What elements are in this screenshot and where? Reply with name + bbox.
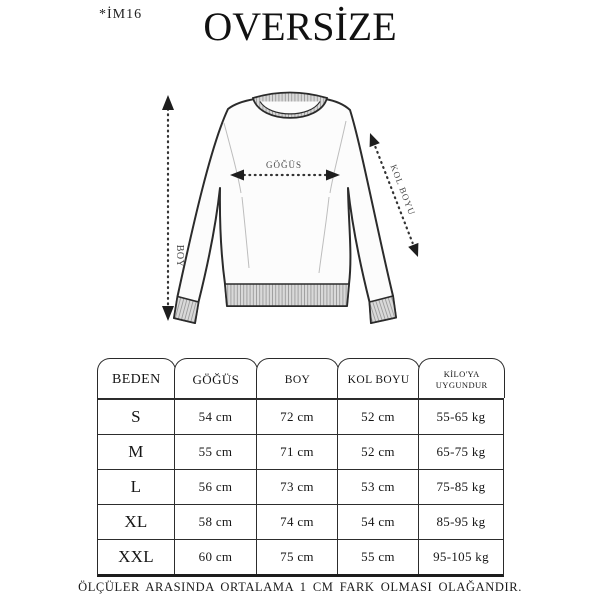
value-cell: 52 cm [337,399,418,434]
sleeve-label: KOL BOYU [388,163,417,217]
collar-inner-line [259,101,321,115]
column-header: KİLO'YA UYGUNDUR [418,358,505,398]
column-header: BEDEN [97,358,176,398]
size-cell: S [98,399,174,434]
column-header: BOY [256,358,339,398]
value-cell: 54 cm [337,504,418,539]
value-cell: 71 cm [256,434,337,469]
column-header: KOL BOYU [337,358,420,398]
value-cell: 53 cm [337,469,418,504]
crease-lines [223,120,347,274]
length-label: BOY [174,245,185,268]
value-cell: 75 cm [256,539,337,574]
chest-label: GÖĞÜS [266,160,302,170]
size-table-header: BEDEN GÖĞÜS BOY KOL BOYU KİLO'YA UYGUNDUR [97,358,505,398]
size-cell: XXL [98,539,174,574]
cuff-right [368,295,397,324]
value-cell: 73 cm [256,469,337,504]
value-cell: 55 cm [174,434,256,469]
value-cell: 58 cm [174,504,256,539]
value-cell: 60 cm [174,539,256,574]
value-cell: 85-95 kg [418,504,503,539]
value-cell: 55 cm [337,539,418,574]
value-cell: 55-65 kg [418,399,503,434]
value-cell: 74 cm [256,504,337,539]
note: ÖLÇÜLER ARASINDA ORTALAMA 1 CM FARK OLMA… [78,580,522,594]
value-cell: 52 cm [337,434,418,469]
length-dimension-line: BOY [162,95,185,321]
size-cell: XL [98,504,174,539]
value-cell: 75-85 kg [418,469,503,504]
sweater-diagram: BOY GÖĞÜS KOL BOYU [162,91,419,324]
page-title: OVERSİZE [203,4,397,49]
product-code: *İM16 [99,7,143,22]
size-cell: L [98,469,174,504]
value-cell: 95-105 kg [418,539,503,574]
cuff-left [173,295,200,324]
value-cell: 56 cm [174,469,256,504]
sweater-outline [173,98,397,324]
column-header: GÖĞÜS [174,358,258,398]
chest-dimension-line: GÖĞÜS [230,160,340,181]
value-cell: 54 cm [174,399,256,434]
size-cell: M [98,434,174,469]
value-cell: 65-75 kg [418,434,503,469]
value-cell: 72 cm [256,399,337,434]
size-table-body: S 54 cm 72 cm 52 cm 55-65 kg M 55 cm 71 cm 52 cm… [97,398,504,577]
hem-rib [224,283,350,307]
